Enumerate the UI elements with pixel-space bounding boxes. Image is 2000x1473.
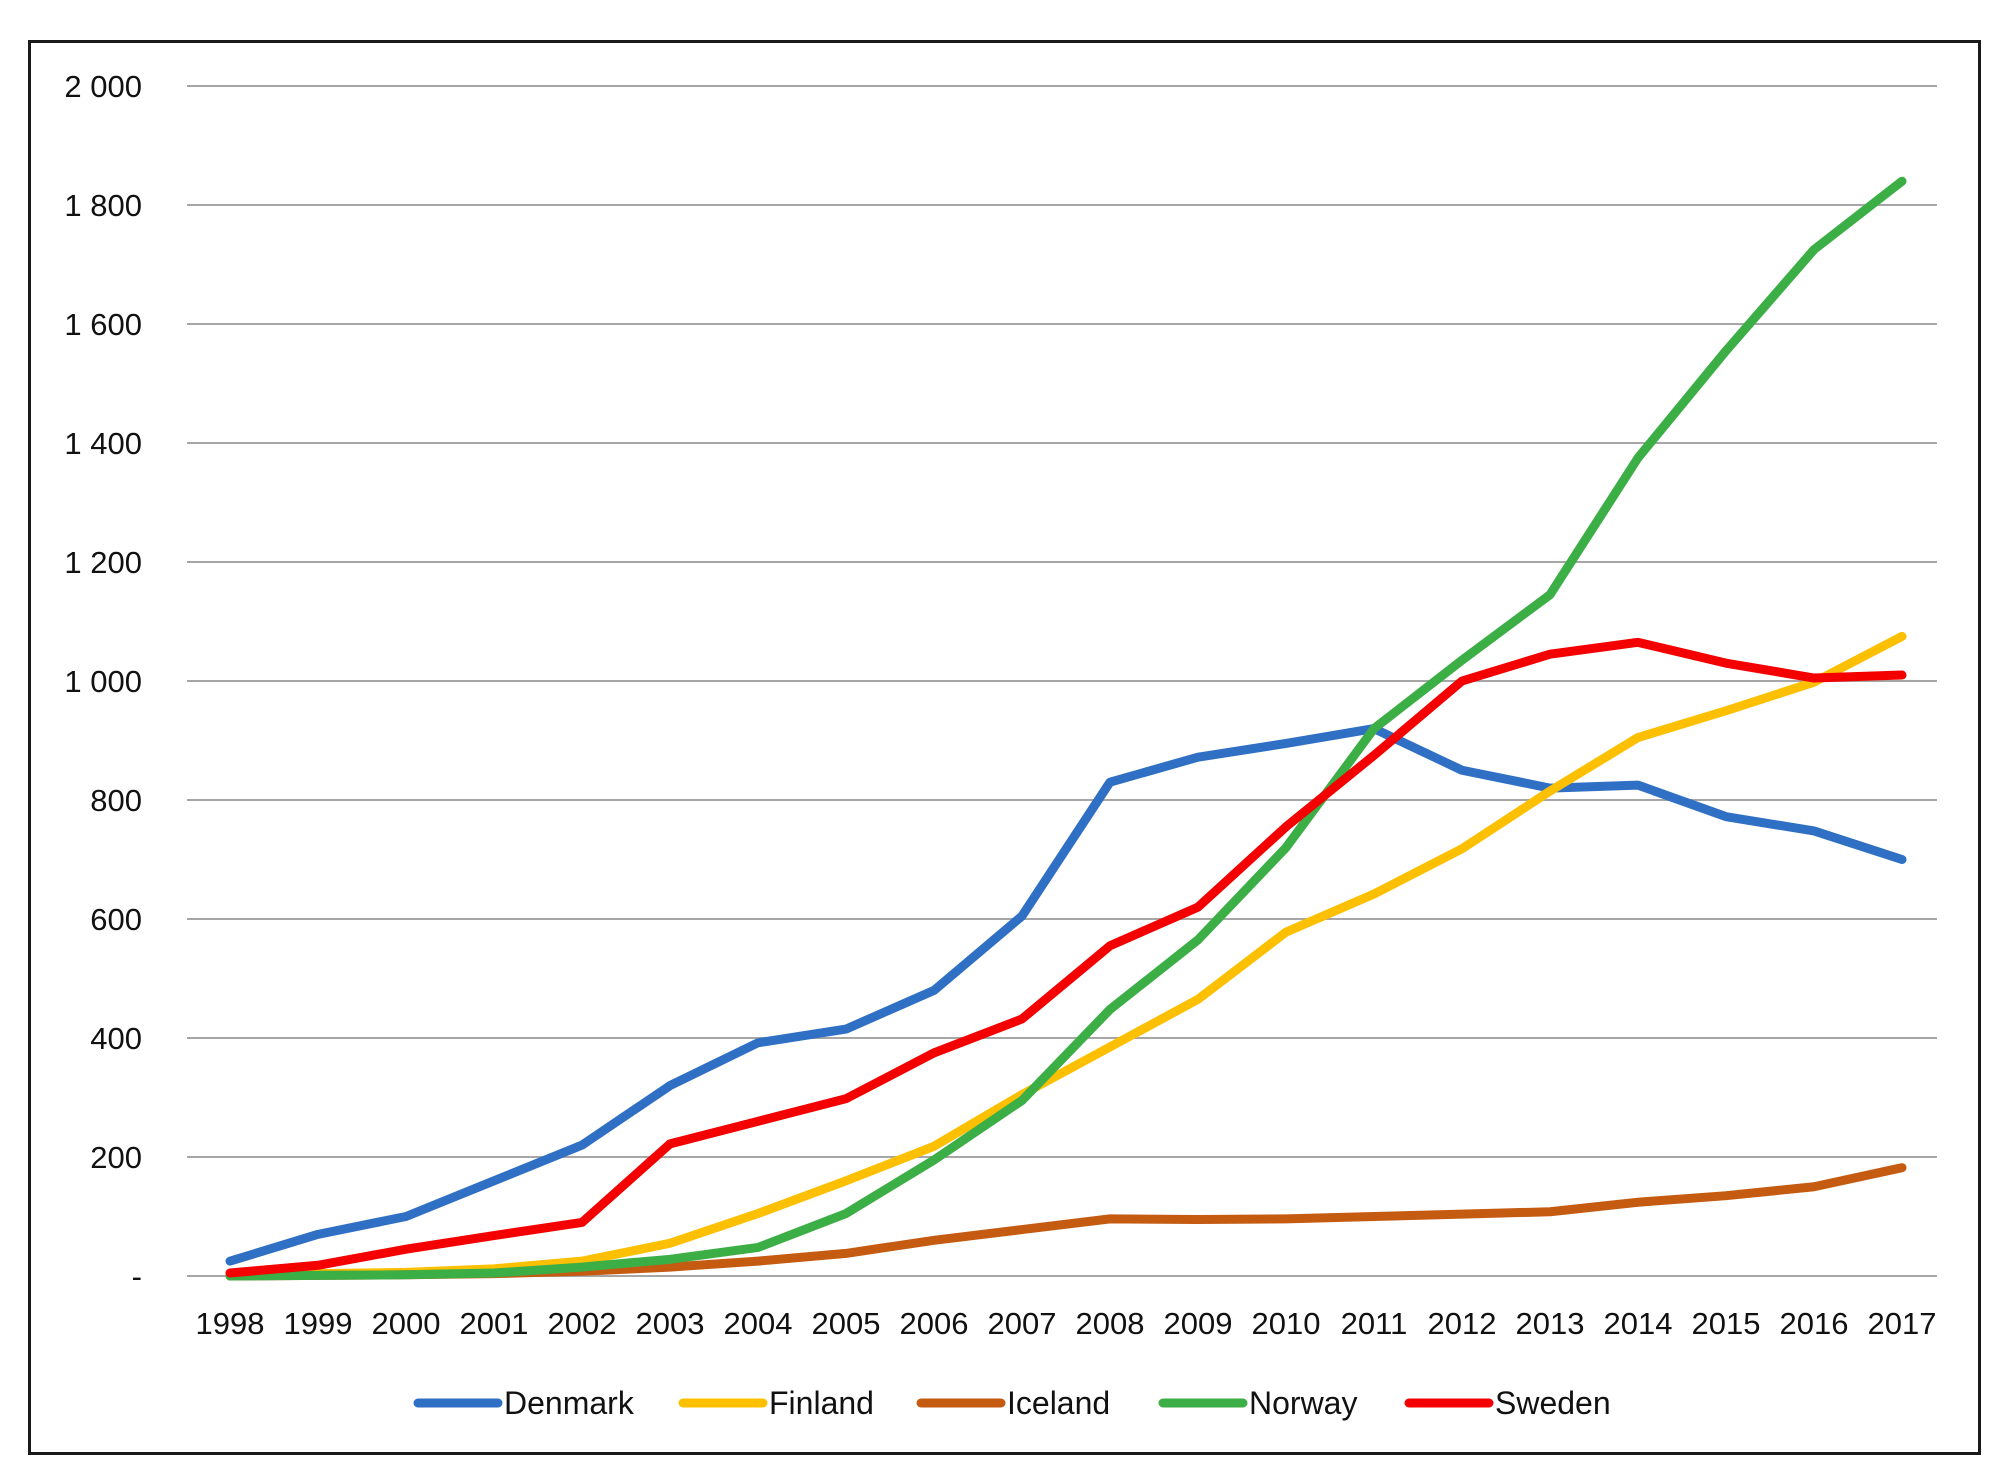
x-tick-label: 2001 bbox=[460, 1306, 529, 1341]
x-tick-label: 2013 bbox=[1516, 1306, 1585, 1341]
x-tick-label: 2015 bbox=[1692, 1306, 1761, 1341]
series-lines bbox=[225, 176, 1907, 1281]
y-tick-label: 600 bbox=[90, 902, 142, 937]
y-tick-label: 200 bbox=[90, 1140, 142, 1175]
x-tick-label: 2004 bbox=[724, 1306, 793, 1341]
x-tick-label: 2008 bbox=[1076, 1306, 1145, 1341]
series-line-sweden bbox=[225, 637, 1907, 1278]
y-tick-label: 1 400 bbox=[64, 426, 142, 461]
legend-label-norway: Norway bbox=[1249, 1385, 1357, 1421]
y-tick-label: 800 bbox=[90, 783, 142, 818]
y-tick-label: 1 200 bbox=[64, 545, 142, 580]
legend-label-finland: Finland bbox=[769, 1385, 874, 1421]
y-axis: - 200 400 600 800 1 000 1 200 1 400 1 600 1 800 2 … bbox=[64, 69, 142, 1294]
y-tick-label: 1 800 bbox=[64, 188, 142, 223]
x-tick-label: 2017 bbox=[1868, 1306, 1937, 1341]
y-tick-label: 1 600 bbox=[64, 307, 142, 342]
x-tick-label: 1999 bbox=[284, 1306, 353, 1341]
x-axis: 1998 1999 2000 2001 2002 2003 2004 2005 2006 2007… bbox=[196, 1306, 1937, 1341]
x-tick-label: 2011 bbox=[1341, 1306, 1408, 1341]
x-tick-label: 2009 bbox=[1164, 1306, 1233, 1341]
x-tick-label: 2010 bbox=[1252, 1306, 1321, 1341]
x-tick-label: 2006 bbox=[900, 1306, 969, 1341]
x-tick-label: 2005 bbox=[812, 1306, 881, 1341]
x-tick-label: 2003 bbox=[636, 1306, 705, 1341]
series-line-finland bbox=[225, 631, 1907, 1280]
x-tick-label: 2012 bbox=[1428, 1306, 1497, 1341]
legend-label-iceland: Iceland bbox=[1007, 1385, 1110, 1421]
y-tick-label: 1 000 bbox=[64, 664, 142, 699]
series-line-norway bbox=[225, 176, 1907, 1281]
chart-frame bbox=[28, 40, 1981, 1455]
x-tick-label: 2000 bbox=[372, 1306, 441, 1341]
y-tick-label: - bbox=[132, 1259, 142, 1294]
x-tick-label: 1998 bbox=[196, 1306, 265, 1341]
x-tick-label: 2002 bbox=[548, 1306, 617, 1341]
legend-label-sweden: Sweden bbox=[1495, 1385, 1611, 1421]
legend: Denmark Finland Iceland Norway Sweden bbox=[413, 1385, 1611, 1421]
x-tick-label: 2014 bbox=[1604, 1306, 1673, 1341]
x-tick-label: 2016 bbox=[1780, 1306, 1849, 1341]
series-line-denmark bbox=[225, 724, 1907, 1266]
x-tick-label: 2007 bbox=[988, 1306, 1057, 1341]
legend-label-denmark: Denmark bbox=[504, 1385, 635, 1421]
y-tick-label: 400 bbox=[90, 1021, 142, 1056]
gridlines bbox=[187, 85, 1937, 1277]
y-tick-label: 2 000 bbox=[64, 69, 142, 104]
